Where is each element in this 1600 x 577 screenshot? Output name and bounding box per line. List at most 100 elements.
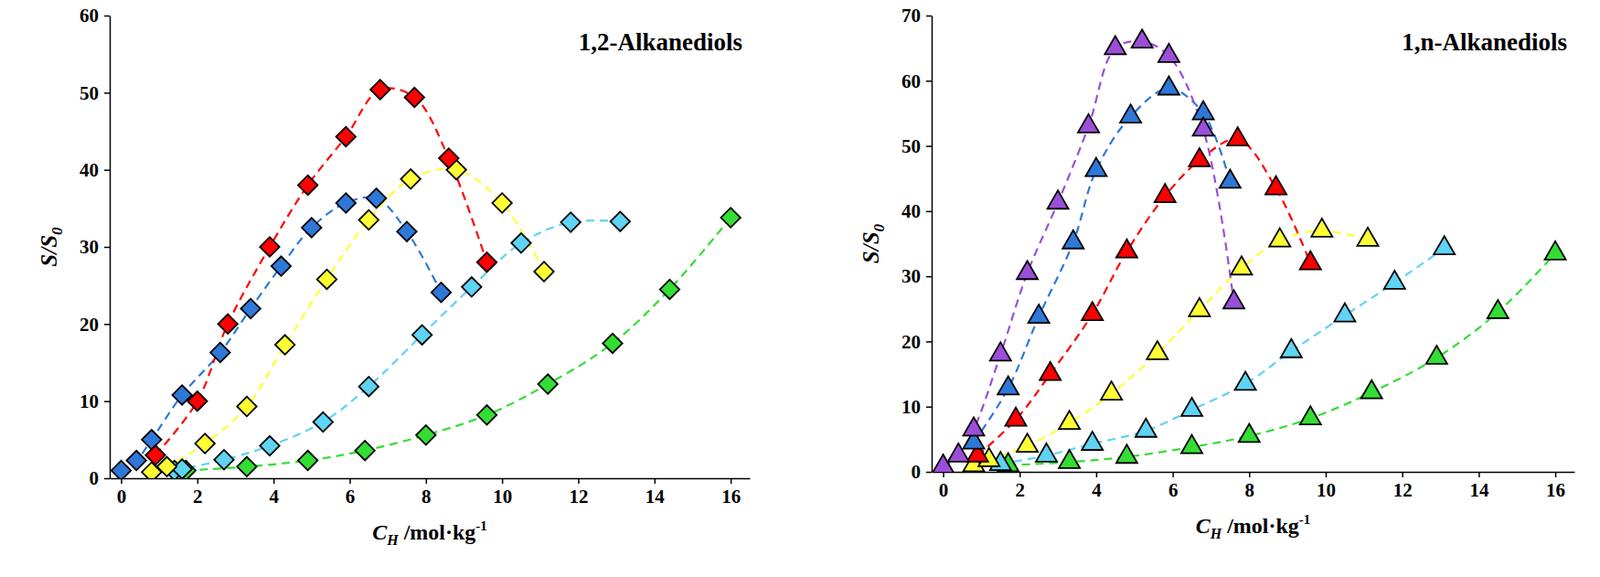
y-tick-mark xyxy=(926,405,932,408)
data-point xyxy=(1158,43,1180,63)
y-tick-mark xyxy=(104,92,110,95)
x-tick-mark xyxy=(942,471,945,478)
series-line xyxy=(121,197,442,471)
x-tick: 16 xyxy=(721,478,741,508)
y-tick-mark xyxy=(104,15,110,18)
x-axis-title: CH /mol·kg-1 xyxy=(372,518,488,548)
data-point xyxy=(1181,435,1203,454)
chart: 02468101214160102030405060701,n-Alkanedi… xyxy=(858,4,1576,542)
x-tick-label: 16 xyxy=(721,485,741,508)
y-tick: 30 xyxy=(901,265,932,288)
data-point xyxy=(400,169,420,189)
data-point xyxy=(431,282,451,302)
x-tick: 16 xyxy=(1546,471,1566,502)
figure: 024681012141601020304050601,2-Alkanediol… xyxy=(0,0,1600,577)
data-point xyxy=(217,314,237,334)
y-tick-mark xyxy=(104,169,110,171)
x-tick-label: 4 xyxy=(1091,479,1102,502)
series-line xyxy=(185,217,731,471)
x-tick-mark xyxy=(1401,471,1404,478)
x-tick-mark xyxy=(120,478,123,484)
y-tick: 40 xyxy=(901,200,932,223)
data-point xyxy=(366,188,386,208)
x-tick-label: 8 xyxy=(1245,479,1256,502)
data-point xyxy=(187,391,207,411)
data-point xyxy=(1311,218,1333,237)
y-tick: 50 xyxy=(901,135,932,158)
x-tick: 14 xyxy=(1469,471,1490,502)
x-axis-line xyxy=(110,478,751,480)
x-tick-label: 8 xyxy=(421,485,432,508)
series-line xyxy=(155,87,488,455)
x-tick-mark xyxy=(1248,471,1251,478)
data-point xyxy=(405,87,425,107)
x-tick: 2 xyxy=(1014,471,1025,502)
y-tick: 20 xyxy=(901,330,932,353)
data-point xyxy=(1223,289,1245,309)
x-tick-mark xyxy=(197,478,200,484)
data-point xyxy=(1005,407,1027,427)
y-tick-mark xyxy=(926,145,932,148)
x-tick-mark xyxy=(349,478,352,484)
x-tick-label: 2 xyxy=(192,485,203,508)
data-point xyxy=(511,233,531,253)
y-tick-label: 40 xyxy=(901,200,921,223)
x-tick-label: 6 xyxy=(1168,479,1179,502)
data-point xyxy=(1081,301,1103,320)
x-tick-label: 4 xyxy=(268,485,279,508)
data-point xyxy=(1219,169,1241,188)
y-tick-mark xyxy=(926,15,932,18)
y-tick-mark xyxy=(104,478,110,480)
y-tick-label: 40 xyxy=(79,159,99,182)
y-tick: 20 xyxy=(79,313,110,336)
data-point xyxy=(240,298,260,319)
series-markers xyxy=(967,127,1322,462)
chart-title: 1,n-Alkanediols xyxy=(1401,28,1568,56)
x-tick-mark xyxy=(1096,471,1099,478)
data-point xyxy=(948,443,970,462)
x-tick: 10 xyxy=(1316,471,1336,502)
y-tick: 40 xyxy=(79,159,110,182)
x-tick-label: 14 xyxy=(1469,479,1490,502)
data-point xyxy=(1300,251,1322,270)
series-line xyxy=(151,169,544,473)
y-axis-title: S/S0 xyxy=(858,223,888,264)
x-tick-label: 0 xyxy=(117,485,128,508)
data-point xyxy=(317,269,337,289)
series-line xyxy=(174,220,621,470)
data-point xyxy=(298,175,318,195)
data-point xyxy=(720,207,740,227)
y-tick-label: 20 xyxy=(79,313,99,336)
y-tick-mark xyxy=(104,323,110,326)
data-point xyxy=(313,412,333,432)
data-point xyxy=(1016,260,1038,279)
data-point xyxy=(1384,270,1406,289)
data-point xyxy=(354,440,374,460)
y-tick-label: 70 xyxy=(901,4,921,27)
x-tick: 0 xyxy=(117,478,128,508)
data-point xyxy=(1545,241,1567,260)
data-point xyxy=(416,425,436,445)
x-tick: 0 xyxy=(938,471,950,502)
series-line xyxy=(1000,247,1444,464)
y-tick-mark xyxy=(926,471,932,474)
plot-area xyxy=(932,29,1567,472)
data-point xyxy=(1028,304,1050,323)
data-point xyxy=(660,279,680,299)
series-line xyxy=(1008,253,1556,466)
data-point xyxy=(298,450,318,470)
data-point xyxy=(236,457,256,477)
series-markers xyxy=(990,235,1455,470)
data-point xyxy=(560,212,580,232)
y-tick: 10 xyxy=(79,390,110,413)
data-point xyxy=(210,342,230,363)
data-point xyxy=(126,450,146,470)
data-point xyxy=(359,376,379,396)
data-point xyxy=(336,192,356,213)
series-markers xyxy=(963,218,1379,472)
y-tick-label: 60 xyxy=(79,4,99,27)
data-point xyxy=(1158,76,1180,96)
x-tick: 8 xyxy=(421,478,432,508)
y-tick-label: 0 xyxy=(89,467,100,490)
plot-area xyxy=(111,79,741,479)
